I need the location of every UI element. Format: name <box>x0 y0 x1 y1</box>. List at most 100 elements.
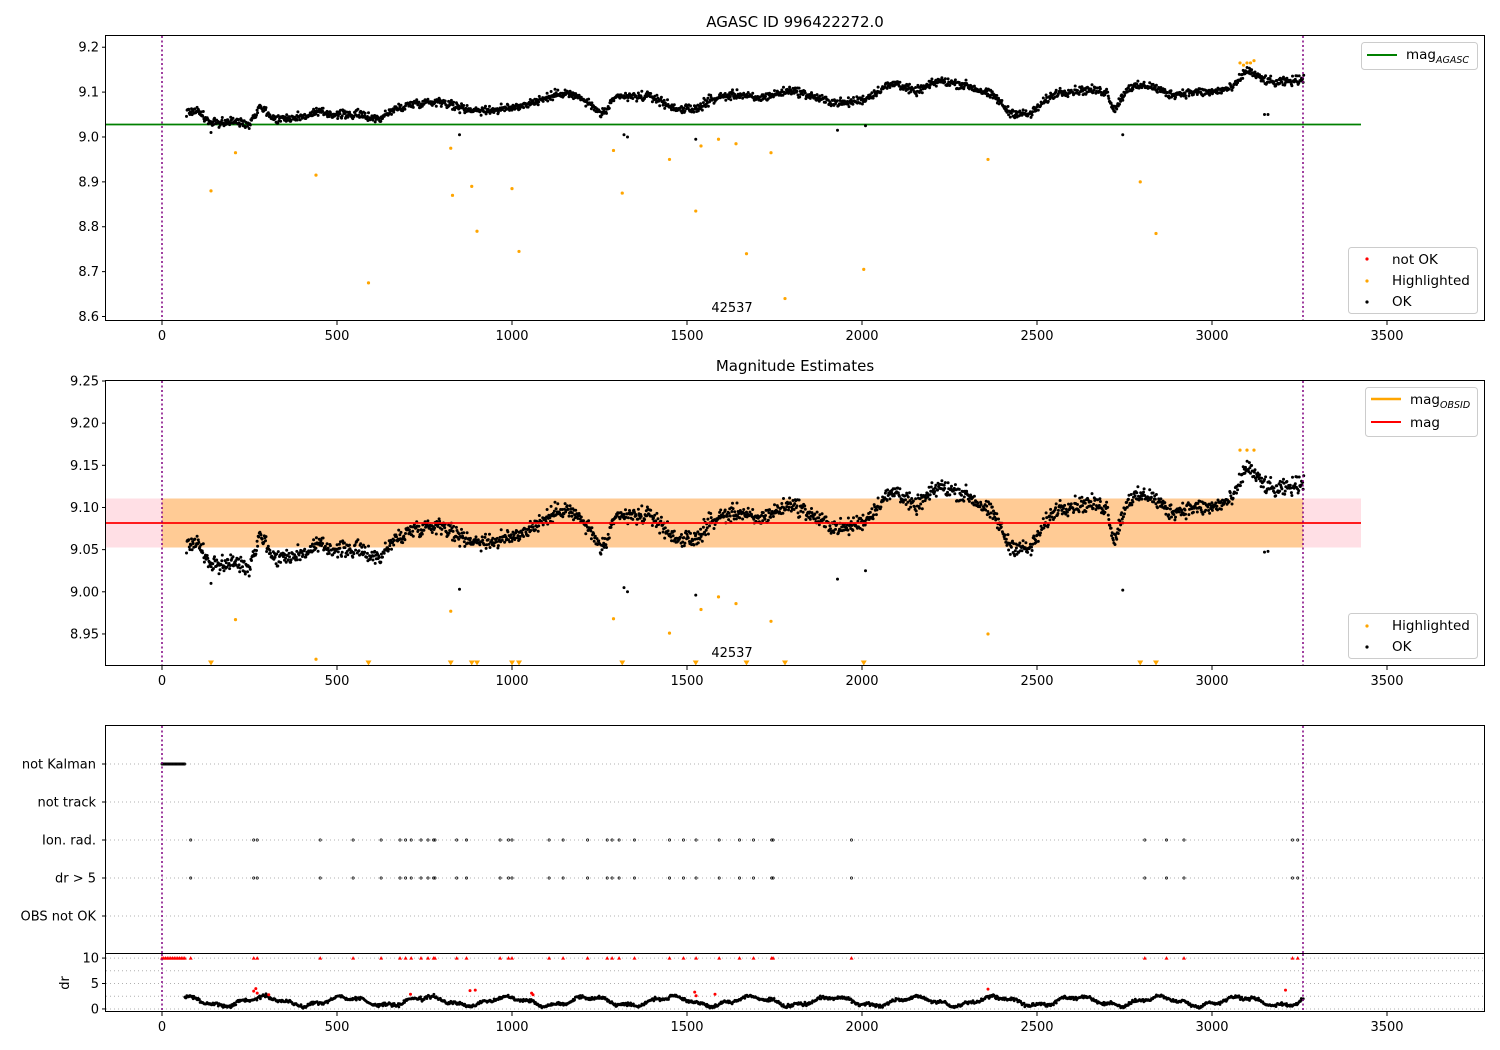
ok-point <box>1073 84 1077 88</box>
ok-point <box>451 529 455 533</box>
ok-point <box>338 112 342 116</box>
dr-ok-point <box>419 995 422 999</box>
dr-gt-5-point <box>1165 876 1168 880</box>
ok-point <box>359 542 363 546</box>
ok-point <box>373 120 377 124</box>
y-tick-label: 8.7 <box>78 265 99 280</box>
ok-point <box>1156 90 1159 94</box>
ok-point <box>1073 494 1077 498</box>
ok-point <box>1024 541 1028 545</box>
x-tick-label: 2000 <box>845 674 878 689</box>
ok-point <box>187 107 191 111</box>
ion-rad-point <box>419 838 423 842</box>
ok-point <box>761 511 765 515</box>
ok-point <box>1241 76 1245 80</box>
ok-point <box>914 497 918 501</box>
ok-point <box>1089 87 1093 91</box>
legend-lower: not OK Highlighted OK <box>1348 247 1478 314</box>
legend-ok-label: OK <box>1392 639 1413 655</box>
ok-point <box>979 503 983 506</box>
ok-point <box>746 506 750 510</box>
below-range-marker <box>365 660 372 666</box>
ok-point <box>511 530 515 534</box>
ok-point <box>458 111 462 115</box>
ok-point <box>972 84 976 88</box>
y-tick-label: 8.95 <box>70 627 99 642</box>
highlighted-point <box>1245 61 1249 65</box>
ok-point <box>685 532 689 536</box>
dr-gt-5-point <box>561 876 565 880</box>
highlighted-point <box>449 146 453 150</box>
ok-point <box>784 508 788 511</box>
ok-point <box>1184 512 1187 516</box>
ok-point <box>1258 473 1261 477</box>
ok-point <box>522 106 526 110</box>
category-label: not Kalman <box>22 758 96 773</box>
ok-point <box>419 534 423 538</box>
ok-point <box>916 493 920 497</box>
ok-point <box>247 574 251 578</box>
ok-point <box>1034 540 1038 544</box>
ok-point <box>738 96 742 100</box>
panel-1-title: AGASC ID 996422272.0 <box>706 13 884 31</box>
ok-point <box>439 104 443 108</box>
ok-point <box>1282 477 1285 481</box>
ok-point <box>488 111 492 115</box>
ok-point <box>1268 481 1272 485</box>
ok-point <box>801 93 805 97</box>
ok-point <box>908 82 911 86</box>
x-tick-label: 3500 <box>1370 329 1403 344</box>
ok-point <box>219 563 223 567</box>
ok-point <box>601 107 605 110</box>
ok-point <box>220 553 224 557</box>
ok-point <box>1076 503 1079 506</box>
below-range-marker <box>692 660 699 666</box>
ok-point <box>1259 485 1263 489</box>
ok-point <box>1272 80 1276 84</box>
ok-point <box>920 507 924 511</box>
ok-point <box>728 514 732 518</box>
ok-point <box>1149 495 1153 499</box>
ok-point <box>1159 497 1163 501</box>
ok-point <box>486 107 490 111</box>
ok-point <box>401 541 405 545</box>
ok-point <box>671 534 675 538</box>
ok-point <box>918 506 921 510</box>
ok-point <box>1054 506 1058 510</box>
category-label: Ion. rad. <box>42 834 96 849</box>
ok-point <box>220 559 224 563</box>
ok-point <box>1005 543 1009 547</box>
ok-point <box>928 86 932 90</box>
ok-point <box>1289 491 1293 495</box>
ok-point <box>958 498 962 502</box>
ok-point <box>870 507 874 511</box>
ok-point <box>1169 503 1173 507</box>
dr-ok-point <box>255 998 259 1002</box>
ok-point <box>1120 517 1124 521</box>
ok-point <box>289 560 293 564</box>
ok-point <box>392 543 396 547</box>
dr-gt-5-point <box>717 876 721 880</box>
ok-point <box>693 537 697 541</box>
ok-point <box>718 510 722 514</box>
ok-point <box>1168 507 1172 511</box>
ok-point <box>946 481 950 485</box>
y-tick-label: 8.8 <box>78 220 99 235</box>
ok-point <box>785 505 789 509</box>
ok-point <box>1113 110 1117 114</box>
ok-point <box>732 517 736 521</box>
ok-point <box>829 527 832 531</box>
flag-points <box>160 762 1300 880</box>
ok-point <box>631 97 635 100</box>
x-axis-ticks: 0 500 1000 1500 2000 2500 3000 3500 <box>158 321 1404 344</box>
ok-point <box>1111 538 1115 542</box>
x-tick-label: 2500 <box>1020 329 1053 344</box>
ok-point <box>1007 548 1011 552</box>
ok-point <box>197 540 201 544</box>
ok-point <box>733 510 737 514</box>
ion-rad-point <box>498 838 502 842</box>
ok-point <box>691 539 695 542</box>
ok-point <box>365 555 369 559</box>
ok-point <box>565 504 569 508</box>
dr-gt-5-point <box>547 876 551 880</box>
